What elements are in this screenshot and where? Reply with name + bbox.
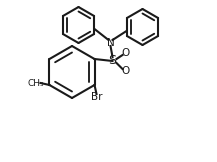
Text: Br: Br xyxy=(91,92,102,102)
Text: O: O xyxy=(121,48,130,58)
Text: CH₃: CH₃ xyxy=(27,79,44,87)
Text: N: N xyxy=(107,38,114,48)
Text: S: S xyxy=(108,54,117,68)
Text: O: O xyxy=(121,66,130,76)
